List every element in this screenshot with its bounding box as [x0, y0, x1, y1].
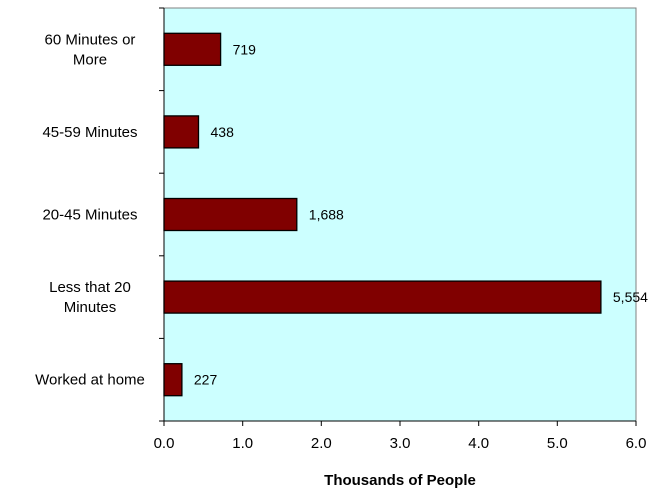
x-tick-label: 3.0 [390, 435, 411, 452]
data-labels-group: 719 438 1,688 5,554 227 [194, 41, 648, 387]
x-tick-label: 1.0 [232, 435, 253, 452]
x-tick-label: 5.0 [547, 435, 568, 452]
category-label: 45-59 Minutes [42, 124, 137, 141]
bar [163, 363, 183, 397]
y-axis [159, 7, 165, 422]
data-label: 5,554 [613, 289, 648, 305]
x-tick-label: 6.0 [626, 435, 647, 452]
category-labels-group: 60 Minutes or More 45-59 Minutes 20-45 Minu… [35, 31, 145, 388]
category-label: 60 Minutes or More [45, 31, 136, 68]
x-tick-label: 0.0 [154, 435, 175, 452]
bar [163, 280, 602, 314]
x-axis: 0.0 1.0 2.0 3.0 4.0 5.0 6.0 [154, 420, 647, 452]
x-axis-title: Thousands of People [324, 472, 476, 489]
data-label: 1,688 [309, 207, 344, 223]
bar [163, 197, 298, 232]
category-label: Less that 20 Minutes [49, 279, 131, 316]
x-tick-label: 4.0 [468, 435, 489, 452]
category-label: Worked at home [35, 372, 145, 389]
category-label: 20-45 Minutes [42, 207, 137, 224]
data-label: 438 [211, 124, 235, 140]
data-label: 227 [194, 372, 218, 388]
x-tick-label: 2.0 [311, 435, 332, 452]
bar [163, 115, 200, 149]
bar [163, 32, 222, 66]
data-label: 719 [233, 41, 257, 57]
bars-group [163, 32, 602, 397]
